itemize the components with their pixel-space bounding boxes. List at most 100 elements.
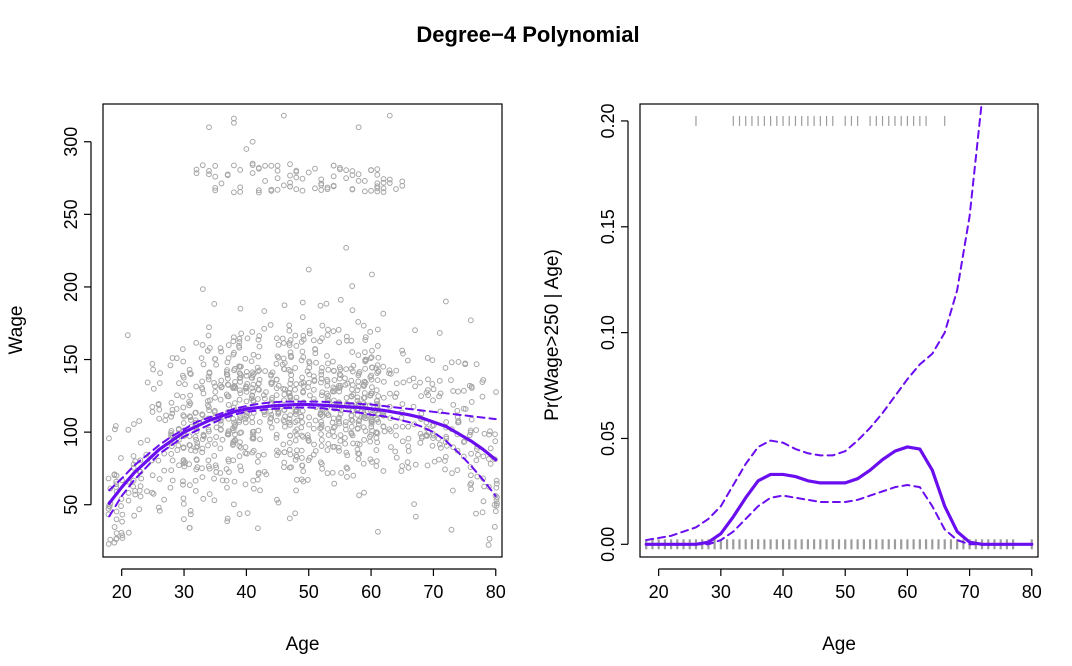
- scatter-point: [236, 443, 243, 450]
- scatter-point: [310, 337, 317, 344]
- scatter-point: [287, 349, 294, 356]
- scatter-point: [244, 380, 251, 387]
- scatter-point: [204, 398, 211, 404]
- scatter-point: [412, 327, 418, 334]
- scatter-point: [287, 412, 294, 419]
- scatter-point: [480, 498, 487, 505]
- scatter-point: [286, 415, 293, 422]
- scatter-point: [237, 167, 244, 173]
- scatter-point: [343, 449, 350, 456]
- scatter-point: [473, 361, 480, 368]
- scatter-point: [224, 431, 231, 438]
- scatter-point: [324, 186, 331, 193]
- x-tick-label: 30: [711, 582, 731, 602]
- scatter-point: [193, 436, 199, 443]
- scatter-point: [206, 369, 213, 376]
- scatter-point: [248, 358, 255, 365]
- scatter-point: [367, 374, 374, 381]
- scatter-point: [386, 112, 393, 119]
- scatter-point: [204, 347, 211, 354]
- scatter-point: [348, 377, 355, 384]
- scatter-point: [273, 431, 280, 438]
- scatter-point: [249, 369, 256, 376]
- x-axis-label: Age: [822, 634, 856, 655]
- scatter-point: [212, 162, 219, 169]
- scatter-point: [319, 389, 326, 396]
- scatter-point: [375, 528, 381, 535]
- scatter-point: [374, 188, 381, 195]
- y-tick-label: 0.15: [598, 209, 618, 244]
- scatter-point: [288, 464, 294, 471]
- scatter-point: [131, 421, 137, 427]
- scatter-point: [199, 474, 206, 481]
- scatter-point: [475, 451, 481, 458]
- scatter-point: [338, 470, 345, 476]
- scatter-point: [424, 355, 431, 361]
- scatter-point: [149, 409, 156, 415]
- scatter-point: [181, 516, 187, 523]
- scatter-point: [249, 170, 256, 176]
- scatter-point: [423, 389, 430, 396]
- scatter-point: [479, 379, 486, 386]
- scatter-point: [374, 326, 381, 333]
- scatter-point: [312, 165, 318, 172]
- scatter-point: [180, 500, 187, 507]
- scatter-point: [442, 466, 448, 473]
- scatter-point: [449, 470, 455, 477]
- scatter-point: [255, 187, 262, 194]
- scatter-point: [348, 423, 355, 430]
- scatter-point: [318, 182, 325, 188]
- scatter-point: [232, 431, 238, 438]
- scatter-point: [286, 446, 293, 453]
- scatter-point: [443, 433, 450, 440]
- y-tick-label: 300: [61, 127, 81, 157]
- scatter-point: [442, 365, 449, 371]
- scatter-point: [392, 394, 399, 400]
- scatter-point: [211, 475, 217, 482]
- scatter-point: [281, 449, 288, 456]
- scatter-point: [274, 447, 280, 454]
- scatter-point: [399, 347, 406, 354]
- scatter-point: [287, 161, 293, 168]
- scatter-point: [187, 392, 194, 399]
- scatter-point: [318, 371, 325, 378]
- scatter-point: [330, 358, 336, 365]
- scatter-point: [211, 379, 217, 386]
- scatter-point: [487, 445, 494, 452]
- scatter-point: [300, 332, 307, 339]
- scatter-point: [194, 439, 201, 446]
- scatter-point: [493, 484, 500, 491]
- scatter-point: [186, 398, 192, 405]
- scatter-point: [367, 438, 373, 445]
- y-tick-label: 200: [61, 272, 81, 302]
- scatter-point: [331, 377, 338, 383]
- scatter-point: [368, 420, 375, 427]
- scatter-point: [286, 515, 293, 522]
- scatter-point: [217, 445, 224, 452]
- scatter-point: [237, 184, 244, 191]
- scatter-point: [198, 384, 205, 391]
- scatter-point: [467, 472, 474, 479]
- scatter-point: [437, 444, 444, 451]
- scatter-point: [273, 385, 280, 392]
- scatter-point: [211, 497, 218, 504]
- scatter-point: [318, 392, 325, 399]
- scatter-point: [268, 411, 275, 418]
- scatter-point: [448, 359, 455, 366]
- scatter-point: [268, 381, 275, 388]
- scatter-point: [224, 518, 231, 525]
- scatter-point: [181, 463, 188, 470]
- scatter-point: [318, 437, 325, 443]
- scatter-point: [312, 417, 319, 424]
- scatter-point: [404, 357, 411, 364]
- scatter-point: [106, 435, 112, 442]
- scatter-point: [268, 424, 275, 431]
- scatter-point: [255, 452, 262, 459]
- scatter-point: [280, 441, 287, 448]
- scatter-point: [493, 389, 499, 395]
- scatter-point: [368, 354, 375, 361]
- scatter-point: [375, 419, 382, 425]
- scatter-point: [424, 462, 431, 469]
- scatter-point: [217, 470, 224, 476]
